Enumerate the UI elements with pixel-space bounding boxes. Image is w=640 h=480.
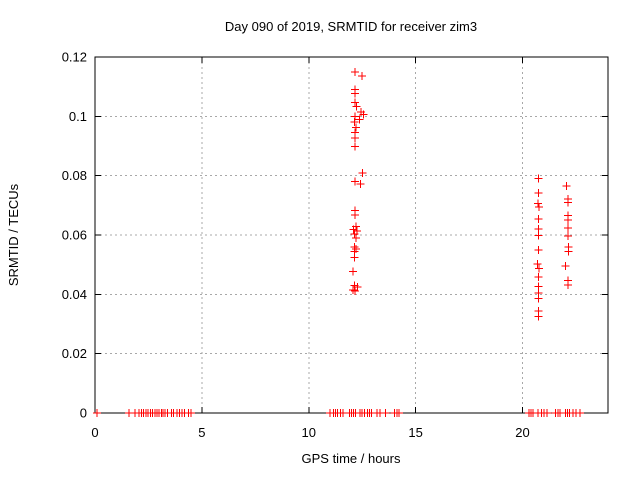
y-tick-label: 0.1 (69, 109, 87, 124)
data-point-marker (564, 247, 573, 256)
data-point-marker (561, 261, 570, 270)
x-tick-label: 5 (198, 425, 205, 440)
data-point-marker (356, 179, 365, 188)
data-point-marker (350, 287, 359, 296)
data-point-marker (358, 168, 367, 177)
data-point-marker (351, 245, 360, 254)
data-point-marker (358, 71, 367, 80)
data-point-marker (349, 225, 358, 234)
data-point-marker (351, 112, 360, 121)
data-point-marker (351, 89, 360, 98)
y-tick-label: 0.08 (62, 168, 87, 183)
y-axis-label: SRMTID / TECUs (6, 183, 21, 286)
data-point-marker (564, 224, 573, 233)
data-point-marker (348, 267, 357, 276)
data-point-marker (351, 210, 360, 219)
plot-area: 0 5 10 15 20 0 0.02 0.04 0.06 0.08 0.1 0.12 (62, 50, 609, 440)
data-point-marker (533, 199, 542, 208)
data-point-marker (350, 229, 359, 238)
data-point-marker (534, 294, 543, 303)
data-point-marker (381, 409, 390, 417)
data-point-marker (534, 312, 543, 321)
data-point-marker (534, 174, 543, 183)
chart-title: Day 090 of 2019, SRMTID for receiver zim… (225, 19, 477, 34)
data-point-marker (93, 409, 102, 417)
y-tick-label: 0 (80, 406, 87, 421)
data-point-marker (350, 117, 359, 126)
data-point-marker (534, 188, 543, 197)
y-tick-label: 0.06 (62, 228, 87, 243)
data-point-marker (564, 280, 573, 289)
data-point-marker (351, 67, 360, 76)
data-point-marker (352, 123, 361, 132)
data-point-marker (351, 98, 360, 107)
data-point-marker (534, 273, 543, 282)
data-point-marker (564, 198, 573, 207)
x-tick-label: 10 (302, 425, 316, 440)
data-point-marker (534, 214, 543, 223)
data-point-marker (576, 409, 585, 417)
data-point-marker (350, 253, 359, 262)
y-tick-label: 0.02 (62, 346, 87, 361)
x-tick-label: 15 (408, 425, 422, 440)
data-point-marker (352, 102, 361, 111)
data-point-marker (349, 285, 358, 294)
x-tick-label: 20 (515, 425, 529, 440)
data-point-marker (351, 133, 360, 142)
y-tick-label: 0.04 (62, 287, 87, 302)
y-tick-label: 0.12 (62, 50, 87, 65)
data-point-marker (351, 177, 360, 186)
data-point-marker (534, 202, 543, 211)
data-point-marker (542, 409, 551, 417)
data-point-marker (534, 245, 543, 254)
data-point-marker (351, 233, 360, 242)
data-point-marker (359, 110, 368, 119)
data-point-marker (534, 264, 543, 273)
data-point-marker (351, 142, 360, 151)
data-point-marker (394, 409, 403, 417)
data-point-marker (564, 231, 573, 240)
data-point-marker (355, 115, 364, 124)
data-point-marker (533, 259, 542, 268)
x-tick-label: 0 (91, 425, 98, 440)
x-axis-label: GPS time / hours (302, 451, 401, 466)
data-point-marker (187, 409, 196, 417)
data-point-marker (534, 231, 543, 240)
data-point-marker (562, 182, 571, 191)
data-point-marker (564, 215, 573, 224)
